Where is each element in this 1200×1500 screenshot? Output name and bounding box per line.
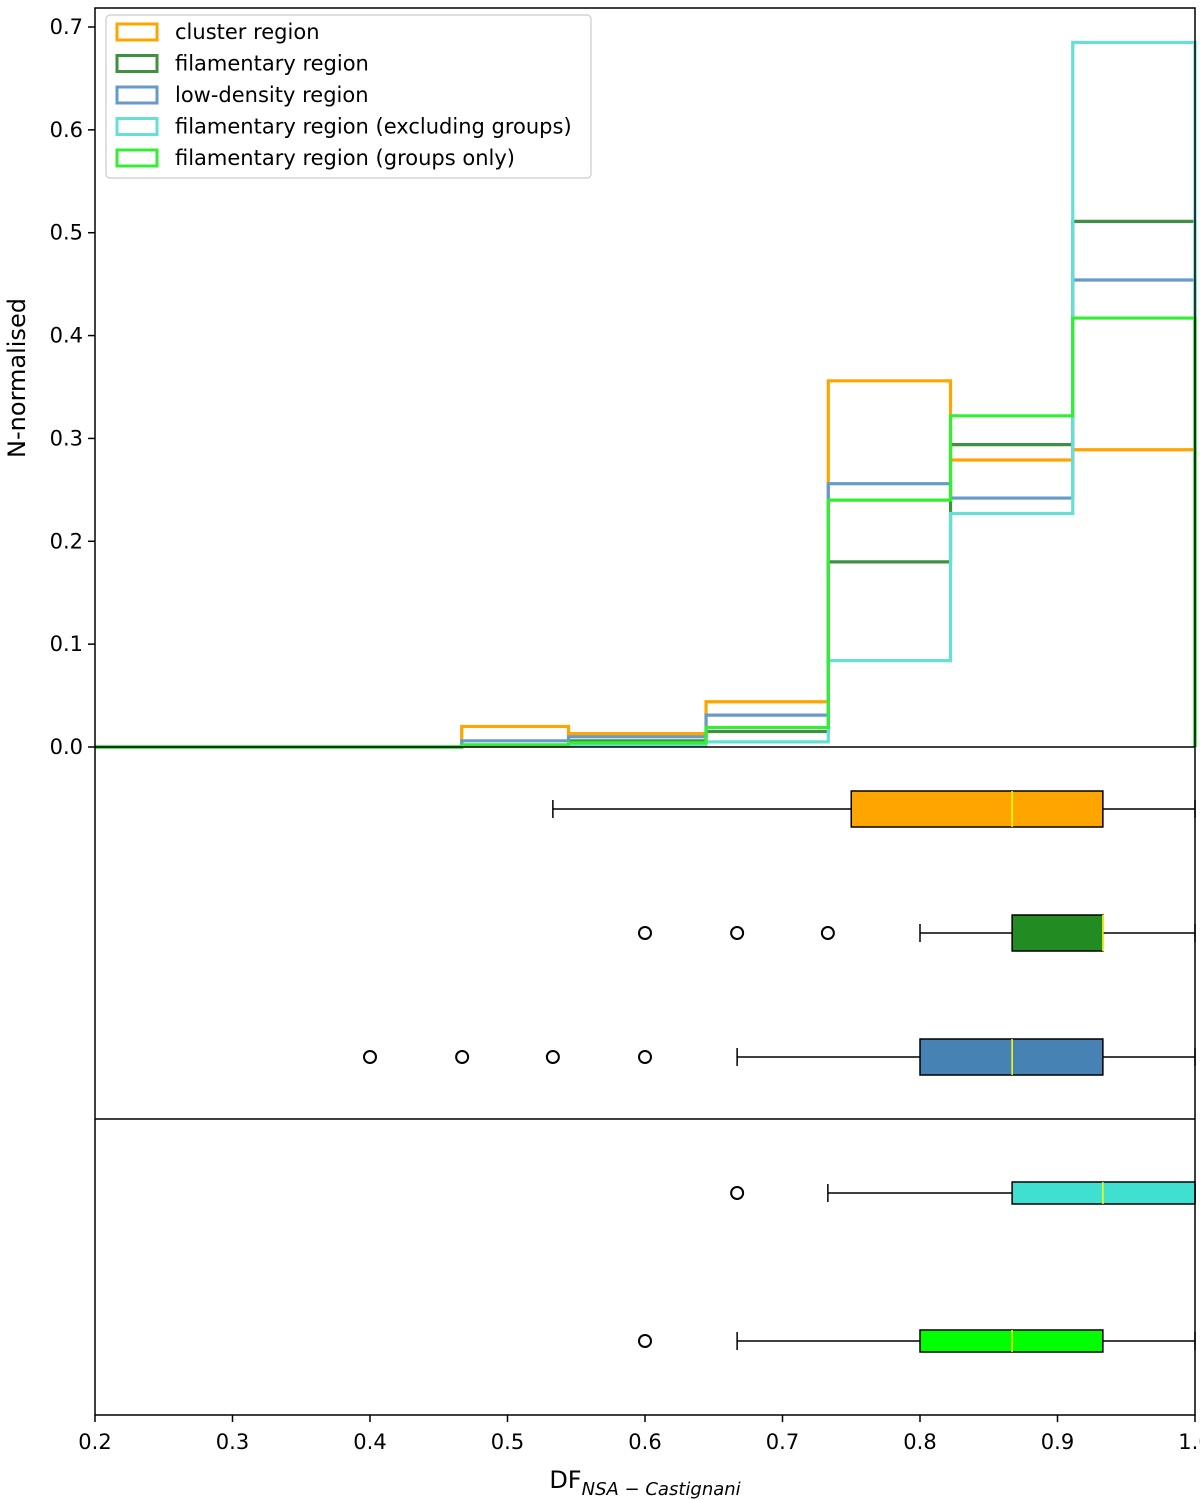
legend-swatch-2 [115,85,159,105]
hist-series-4 [95,316,1197,749]
boxplot-bot-1 [638,1329,1196,1353]
legend-swatch-1 [115,54,159,73]
x-tick-label-8: 1.0 [1178,1430,1200,1454]
legend-swatch-4 [115,148,159,168]
boxplot-bot-0 [730,1181,1196,1205]
x-axis-label-subscript: NSA − Castignani [582,1479,741,1500]
boxplot-mid-2 [363,1038,1196,1076]
flier-bot-1-0 [638,1334,652,1348]
x-tick-label-2: 0.4 [353,1430,386,1454]
legend: cluster region filamentary region low-dens… [105,14,592,179]
flier-mid-2-0 [363,1050,377,1064]
y-tick-label-3: 0.3 [50,426,83,450]
flier-mid-1-2 [820,926,835,940]
box-mid-1 [1011,914,1104,952]
x-axis-label-main: DF [549,1466,581,1494]
x-axis-label: DFNSA − Castignani [549,1466,740,1500]
boxplot-mid-0 [552,790,1196,828]
y-tick-label-7: 0.7 [50,15,83,39]
legend-label-0: cluster region [175,20,320,44]
box-mid-0 [850,790,1104,828]
x-tick-label-6: 0.8 [903,1430,936,1454]
boxplot-mid-1 [638,914,1196,952]
x-tick-label-7: 0.9 [1041,1430,1074,1454]
y-tick-label-1: 0.1 [50,632,83,656]
legend-label-2: low-density region [175,83,369,107]
boxplot-panels [363,790,1196,1353]
axes: 0.0 0.1 0.2 0.3 0.4 0.5 0.6 0.7 0.2 0.3 0.4 0.5 0.6 0… [50,7,1200,1454]
y-tick-label-5: 0.5 [50,221,83,245]
hist-series-1 [95,219,1197,749]
x-tick-label-3: 0.5 [491,1430,524,1454]
y-tick-label-4: 0.4 [50,324,83,348]
legend-label-1: filamentary region [175,52,369,76]
flier-mid-1-1 [730,926,745,940]
legend-frame [105,14,592,179]
x-tick-label-0: 0.2 [78,1430,111,1454]
y-tick-label-0: 0.0 [50,735,83,759]
y-tick-label-2: 0.2 [50,529,83,553]
legend-label-3: filamentary region (excluding groups) [175,115,572,139]
x-tick-label-5: 0.7 [766,1430,799,1454]
flier-mid-2-1 [455,1050,470,1064]
y-axis-label: N-normalised [3,298,31,458]
y-tick-label-6: 0.6 [50,118,83,142]
legend-swatch-3 [115,117,159,136]
flier-bot-0-0 [730,1186,745,1200]
x-tick-label-1: 0.3 [216,1430,249,1454]
hist-series-0 [95,379,1197,749]
legend-label-4: filamentary region (groups only) [175,146,515,170]
flier-mid-1-0 [638,926,652,940]
flier-mid-2-3 [638,1050,652,1064]
flier-mid-2-2 [545,1050,560,1064]
x-tick-label-4: 0.6 [628,1430,661,1454]
legend-swatch-0 [115,22,159,42]
